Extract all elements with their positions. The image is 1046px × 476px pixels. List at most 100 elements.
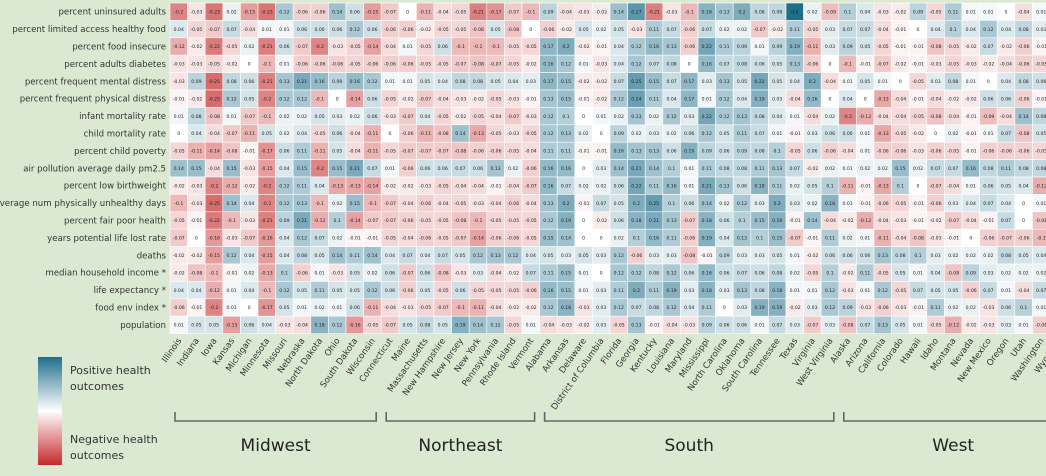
- cell-value-label: -0.21: [261, 218, 273, 224]
- cell-value-label: -0.08: [208, 114, 220, 120]
- cell-value-label: -0.08: [930, 114, 942, 120]
- cell-value-label: 0.06: [754, 62, 764, 68]
- cell-value-label: 0.12: [279, 183, 289, 189]
- cell-value-label: 0.21: [297, 79, 307, 85]
- cell-value-label: -0.01: [578, 96, 590, 102]
- cell-value-label: 0.05: [772, 79, 782, 85]
- cell-value-label: -0.04: [208, 166, 220, 172]
- cell-value-label: -0.1: [474, 218, 483, 224]
- cell-value-label: 0.16: [543, 288, 553, 294]
- cell-value-label: 0.01: [772, 131, 782, 137]
- cell-value-label: -0.07: [806, 323, 818, 329]
- region-brackets: Midwest Northeast South West: [174, 412, 1046, 456]
- cell-value-label: -0.01: [595, 149, 607, 155]
- cell-value-label: 0.08: [895, 253, 905, 259]
- cell-value-label: 0.07: [666, 79, 676, 85]
- cell-value-label: -0.01: [912, 201, 924, 207]
- cell-value-label: -0.06: [507, 201, 519, 207]
- cell-value-label: 0.2: [633, 288, 640, 294]
- cell-value-label: 0.06: [332, 27, 342, 33]
- cell-value-label: -0.04: [1000, 62, 1012, 68]
- cell-value-label: -0.14: [208, 149, 220, 155]
- cell-value-label: 0.05: [895, 323, 905, 329]
- cell-value-label: 0.06: [332, 131, 342, 137]
- cell-value-label: 0.06: [825, 253, 835, 259]
- cell-value-label: 0: [829, 62, 832, 68]
- cell-value-label: 0: [582, 166, 585, 172]
- cell-value-label: 0.02: [666, 131, 676, 137]
- cell-value-label: 0.12: [719, 96, 729, 102]
- cell-value-label: 0.01: [966, 9, 976, 15]
- cell-value-label: 0.14: [332, 253, 342, 259]
- cell-value-label: 0.18: [825, 201, 835, 207]
- cell-value-label: 0.08: [754, 9, 764, 15]
- cell-value-label: 0.06: [983, 96, 993, 102]
- cell-value-label: -0.13: [349, 183, 361, 189]
- cell-value-label: 0.09: [702, 149, 712, 155]
- cell-value-label: 0.11: [790, 27, 800, 33]
- cell-value-label: -0.03: [190, 62, 202, 68]
- cell-value-label: -0.05: [384, 96, 396, 102]
- cell-value-label: 0.14: [226, 201, 236, 207]
- cell-value-label: 0: [917, 183, 920, 189]
- legend-gradient-bar: [38, 357, 62, 465]
- cell-value-label: 0.12: [631, 270, 641, 276]
- cell-value-label: 0.15: [561, 96, 571, 102]
- cell-value-label: 0.2: [633, 201, 640, 207]
- cell-value-label: -0.06: [384, 62, 396, 68]
- cell-value-label: -0.03: [842, 288, 854, 294]
- cell-value-label: 0.13: [297, 201, 307, 207]
- cell-value-label: -0.04: [1000, 114, 1012, 120]
- cell-value-label: 0.14: [807, 218, 817, 224]
- cell-value-label: -0.03: [331, 270, 343, 276]
- cell-value-label: -0.12: [859, 218, 871, 224]
- cell-value-label: 0.15: [649, 79, 659, 85]
- cell-value-label: -0.11: [419, 131, 431, 137]
- row-label: population: [120, 321, 166, 331]
- cell-value-label: 0.02: [807, 9, 817, 15]
- cell-value-label: 0.08: [649, 305, 659, 311]
- cell-value-label: -0.03: [578, 305, 590, 311]
- cell-value-label: 0.18: [314, 323, 324, 329]
- cell-value-label: 0.03: [825, 44, 835, 50]
- cell-value-label: 0.15: [772, 236, 782, 242]
- cell-value-label: -0.05: [507, 288, 519, 294]
- cell-value-label: 0.01: [702, 96, 712, 102]
- cell-value-label: 0.01: [596, 114, 606, 120]
- cell-value-label: 0.05: [719, 131, 729, 137]
- cell-value-label: 0.01: [983, 131, 993, 137]
- cell-value-label: 0: [1022, 218, 1025, 224]
- cell-value-label: -0.11: [366, 131, 378, 137]
- cell-value-label: -0.01: [1035, 44, 1046, 50]
- cell-value-label: -0.05: [507, 44, 519, 50]
- cell-value-label: 0.12: [825, 288, 835, 294]
- cell-value-label: -0.03: [384, 114, 396, 120]
- cell-value-label: 0.12: [297, 236, 307, 242]
- cell-value-label: 0.12: [367, 79, 377, 85]
- cell-value-label: 0.1: [633, 236, 640, 242]
- cell-value-label: 0.01: [860, 149, 870, 155]
- cell-value-label: -0.04: [472, 183, 484, 189]
- cell-value-label: -0.17: [261, 149, 273, 155]
- cell-value-label: 0.06: [737, 183, 747, 189]
- cell-value-label: 0.27: [631, 9, 641, 15]
- cell-value-label: -0.05: [894, 201, 906, 207]
- cell-value-label: 0.06: [825, 131, 835, 137]
- column-labels: IllinoisIndianaIowaKansasMichiganMinneso…: [160, 336, 1046, 412]
- cell-value-label: 0.22: [702, 44, 712, 50]
- cell-value-label: 0.01: [790, 114, 800, 120]
- cell-value-label: 0.13: [649, 149, 659, 155]
- cell-value-label: 0.05: [350, 288, 360, 294]
- cell-value-label: 0.02: [297, 114, 307, 120]
- cell-value-label: 0.06: [420, 270, 430, 276]
- cell-value-label: 0.04: [719, 236, 729, 242]
- cell-value-label: -0.04: [243, 27, 255, 33]
- cell-value-label: -0.07: [507, 9, 519, 15]
- cell-value-label: -0.05: [472, 288, 484, 294]
- cell-value-label: -0.01: [578, 149, 590, 155]
- cell-value-label: -0.01: [912, 62, 924, 68]
- cell-value-label: 0.19: [790, 44, 800, 50]
- cell-value-label: 0.08: [772, 9, 782, 15]
- cell-value-label: 0.04: [790, 79, 800, 85]
- cell-value-label: -0.08: [454, 149, 466, 155]
